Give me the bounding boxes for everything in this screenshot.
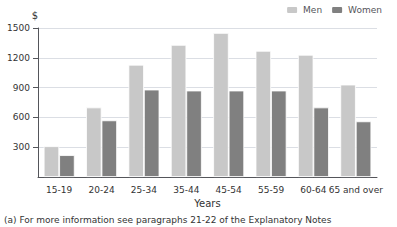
svg-text:20-24: 20-24 — [88, 185, 114, 195]
svg-text:60-64: 60-64 — [300, 185, 326, 195]
svg-text:25-34: 25-34 — [131, 185, 157, 195]
svg-text:600: 600 — [13, 112, 30, 122]
svg-text:35-44: 35-44 — [173, 185, 199, 195]
svg-text:300: 300 — [13, 142, 30, 152]
svg-text:(a) For more information see p: (a) For more information see paragraphs … — [4, 215, 332, 225]
svg-text:Women: Women — [348, 5, 382, 15]
svg-text:15-19: 15-19 — [46, 185, 72, 195]
svg-text:1500: 1500 — [7, 23, 30, 33]
svg-text:65 and over: 65 and over — [329, 185, 383, 195]
svg-text:45-54: 45-54 — [216, 185, 242, 195]
svg-text:900: 900 — [13, 83, 30, 93]
svg-text:Years: Years — [193, 198, 220, 209]
svg-text:Men: Men — [303, 5, 322, 15]
svg-text:1200: 1200 — [7, 53, 30, 63]
svg-text:55-59: 55-59 — [258, 185, 284, 195]
svg-text:$: $ — [32, 10, 38, 21]
